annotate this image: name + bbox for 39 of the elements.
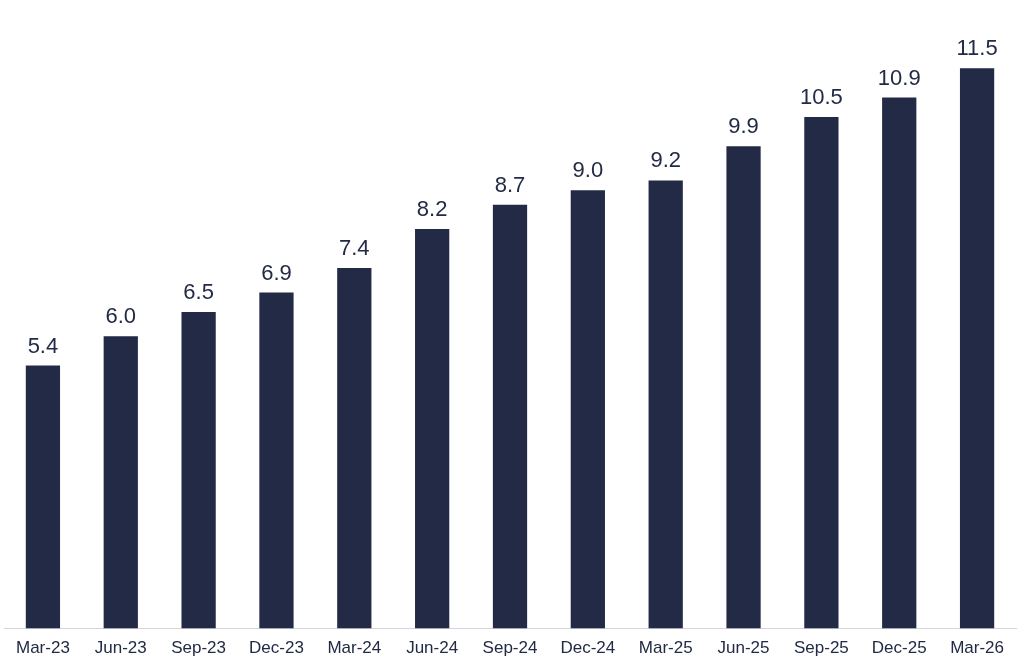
x-tick-label: Sep-24	[482, 638, 538, 658]
bar	[648, 180, 683, 629]
data-label: 9.2	[650, 147, 681, 173]
x-tick-label: Mar-23	[15, 638, 70, 658]
data-label: 7.4	[339, 235, 370, 261]
bar	[25, 365, 61, 629]
x-tick-label: Sep-25	[793, 638, 849, 658]
x-tick-label: Mar-25	[638, 638, 693, 658]
data-label: 10.5	[799, 84, 843, 110]
data-label: 5.4	[27, 332, 59, 358]
x-tick-label: Mar-24	[327, 638, 382, 658]
bar	[570, 190, 605, 629]
bar	[959, 68, 995, 629]
x-tick-label: Jun-24	[406, 638, 459, 658]
x-tick-label: Sep-23	[171, 638, 227, 658]
bar	[726, 146, 761, 629]
x-tick-label: Dec-23	[249, 638, 304, 658]
bar	[415, 229, 450, 629]
data-label: 6.9	[261, 259, 292, 285]
data-label: 9.0	[572, 157, 604, 183]
bar	[492, 204, 528, 629]
bar	[259, 292, 294, 629]
bar	[337, 268, 372, 629]
data-label: 11.5	[956, 35, 998, 61]
bar	[103, 336, 138, 629]
bar	[804, 117, 839, 629]
data-label: 6.0	[105, 303, 137, 329]
data-label: 8.7	[494, 171, 526, 197]
x-tick-label: Dec-25	[871, 638, 927, 658]
x-tick-label: Dec-24	[560, 638, 616, 658]
x-tick-label: Mar-26	[950, 638, 1005, 658]
data-label: 6.5	[183, 279, 214, 304]
data-label: 9.9	[728, 113, 759, 139]
bar	[181, 311, 216, 629]
data-label: 10.9	[877, 64, 921, 90]
x-tick-label: Jun-23	[94, 638, 147, 658]
x-tick-label: Jun-25	[717, 638, 770, 658]
data-label: 8.2	[416, 196, 448, 222]
bar	[882, 97, 917, 629]
